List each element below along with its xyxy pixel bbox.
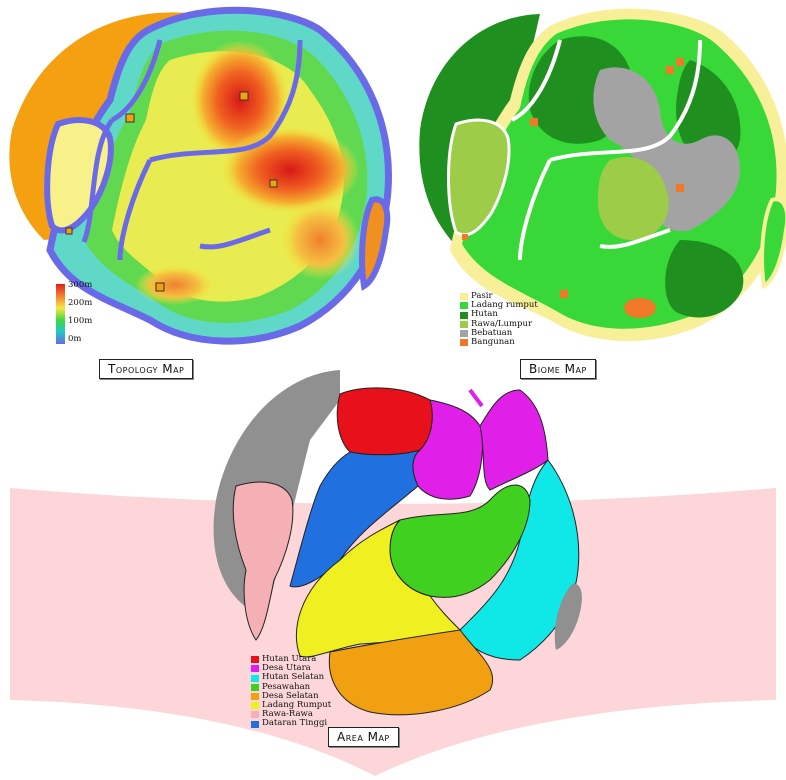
legend-label: Bebatuan [471,327,513,338]
swatch-hutan-utara [251,656,259,664]
topology-map [9,6,392,345]
elevation-label-100: 100m [68,316,93,326]
legend-item-bebatuan: Bebatuan [460,327,538,338]
topology-legend: 300m 200m 100m 0m [56,280,116,346]
swatch-ladang-rumput [460,302,468,310]
legend-label: Ladang Rumput [262,700,332,711]
legend-label: Bangunan [471,337,515,348]
legend-label: Rawa-Rawa [262,709,313,720]
legend-label: Hutan Utara [262,654,317,664]
legend-label: Desa Selatan [262,690,319,701]
legend-item-desa-utara: Desa Utara [251,663,331,674]
biome-legend: Pasir Ladang rumput Hutan Rawa/Lumpur Be… [460,291,538,348]
swatch-hutan-selatan [251,674,259,682]
swatch-pasir [460,293,468,301]
legend-label: Ladang rumput [471,300,538,311]
legend-item-hutan-selatan: Hutan Selatan [251,673,331,682]
area-map-caption: Area Map [328,727,399,747]
legend-label: Hutan [471,309,498,320]
legend-item-hutan: Hutan [460,310,538,319]
legend-item-dataran-tinggi: Dataran Tinggi [251,719,331,728]
legend-label: Pasir [471,291,493,301]
area-legend: Hutan Utara Desa Utara Hutan Selatan Pes… [251,654,332,729]
swatch-bangunan [460,339,468,347]
legend-item-rawa-lumpur: Rawa/Lumpur [460,318,538,329]
legend-item-ladang-rumput: Ladang Rumput [251,700,332,711]
legend-item-ladang-rumput: Ladang rumput [460,300,538,311]
swatch-pesawahan [251,683,259,691]
area-map [213,370,582,716]
swatch-desa-selatan [251,692,259,700]
legend-item-pasir: Pasir [460,291,538,301]
legend-item-hutan-utara: Hutan Utara [251,654,331,664]
legend-item-rawa-rawa: Rawa-Rawa [251,710,331,719]
swatch-desa-utara [251,665,259,673]
legend-label: Dataran Tinggi [262,718,328,729]
biome-map [419,8,786,342]
legend-item-bangunan: Bangunan [460,337,538,348]
legend-item-desa-selatan: Desa Selatan [251,690,331,701]
legend-label: Desa Utara [262,663,311,674]
legend-item-pesawahan: Pesawahan [251,681,331,692]
legend-label: Hutan Selatan [262,672,325,683]
swatch-ladang-rumput [251,702,259,710]
elevation-scale-bar [56,284,65,344]
topology-map-caption: Topology Map [99,359,194,379]
legend-label: Rawa/Lumpur [471,318,533,329]
biome-map-caption: Biome Map [520,359,596,379]
legend-label: Pesawahan [262,681,311,692]
swatch-dataran-tinggi [251,720,259,728]
swatch-rawa-lumpur [460,320,468,328]
elevation-label-300: 300m [68,280,93,290]
elevation-label-200: 200m [68,298,93,308]
swatch-bebatuan [460,329,468,337]
swatch-rawa-rawa [251,711,259,719]
elevation-label-0: 0m [68,334,82,344]
swatch-hutan [460,311,468,319]
